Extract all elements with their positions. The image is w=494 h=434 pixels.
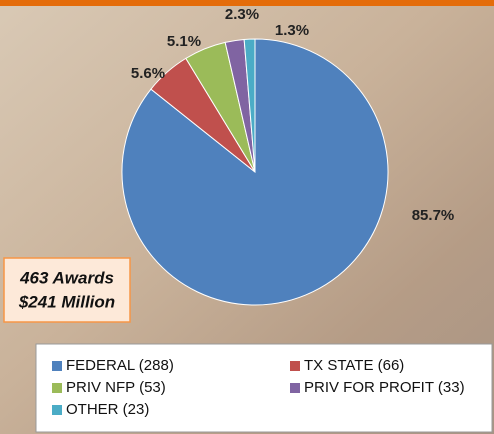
- data-label: 1.3%: [275, 22, 309, 39]
- legend-label: OTHER (23): [66, 401, 149, 418]
- data-label: 5.1%: [167, 33, 201, 50]
- legend-swatch: [52, 383, 62, 393]
- legend-swatch: [52, 361, 62, 371]
- data-label: 2.3%: [225, 6, 259, 23]
- legend-label: PRIV FOR PROFIT (33): [304, 379, 465, 396]
- data-label: 85.7%: [412, 207, 455, 224]
- legend-label: TX STATE (66): [304, 357, 404, 374]
- data-label: 5.6%: [131, 65, 165, 82]
- legend-label: FEDERAL (288): [66, 357, 174, 374]
- annotation: 463 Awards: [19, 268, 114, 287]
- legend-swatch: [52, 405, 62, 415]
- legend-swatch: [290, 361, 300, 371]
- chart: 463 Awards $241 Million 85.7% FEDERAL (28…: [0, 0, 494, 434]
- legend-swatch: [290, 383, 300, 393]
- legend-label: PRIV NFP (53): [66, 379, 166, 396]
- annotation: $241 Million: [18, 292, 115, 311]
